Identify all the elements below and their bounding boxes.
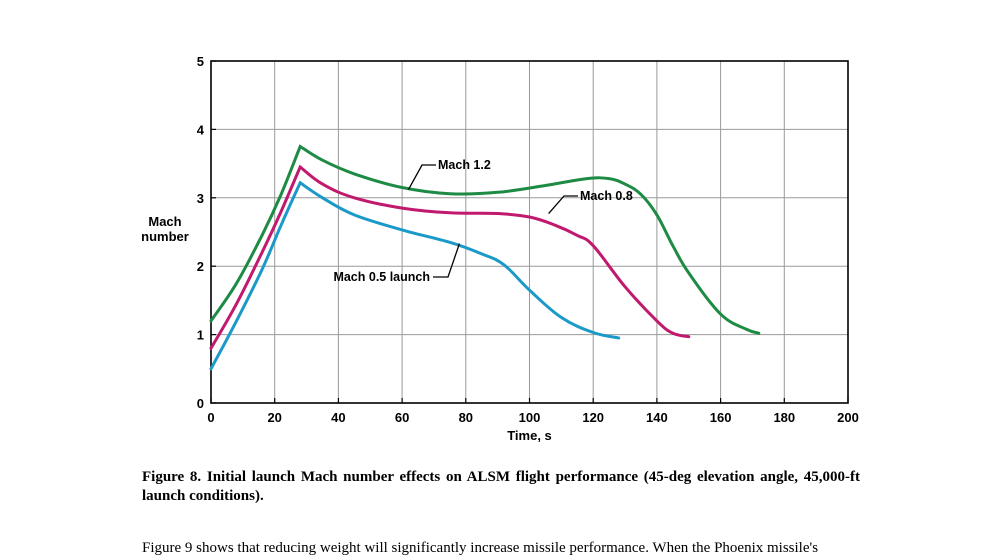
annotation-leader-line (407, 164, 436, 190)
annotation-leader-line (548, 195, 578, 214)
mach-chart: 0 20 40 60 80 100 120 140 160 180 200 0 1 2 3 4 5 Time,… (141, 54, 859, 443)
x-tick-label: 140 (646, 410, 668, 425)
annotation-leader-line (433, 243, 461, 278)
y-tick-label: 2 (197, 259, 204, 274)
y-tick-label: 0 (197, 396, 204, 411)
series-line-mach-0-5-launch (209, 180, 621, 371)
annotation-label: Mach 1.2 (438, 158, 491, 172)
series-line-mach-1-2 (209, 144, 761, 335)
x-tick-label: 100 (519, 410, 541, 425)
chart-grid (210, 60, 849, 404)
x-axis-label: Time, s (507, 428, 552, 443)
x-tick-label: 200 (837, 410, 859, 425)
x-tick-label: 60 (395, 410, 409, 425)
x-tick-label: 180 (773, 410, 795, 425)
series-line-mach-0-8 (209, 164, 691, 350)
y-tick-label: 5 (197, 54, 204, 69)
x-tick-label: 20 (267, 410, 281, 425)
x-tick-label: 160 (710, 410, 732, 425)
x-tick-label: 40 (331, 410, 345, 425)
x-tick-label: 0 (207, 410, 214, 425)
figure-caption: Figure 8. Initial launch Mach number eff… (142, 469, 860, 504)
x-axis-ticks: 0 20 40 60 80 100 120 140 160 180 200 (207, 398, 859, 425)
y-axis-label-line1: Mach (148, 214, 181, 229)
y-tick-label: 3 (197, 191, 204, 206)
x-tick-label: 80 (459, 410, 473, 425)
annotation-mach-1-2: Mach 1.2 (407, 158, 491, 190)
y-axis-ticks: 0 1 2 3 4 5 (197, 54, 216, 411)
chart-series (209, 144, 761, 371)
y-tick-label: 4 (197, 122, 205, 137)
chart-annotations: Mach 1.2 Mach 0.8 Mach 0.5 launch (333, 158, 632, 284)
annotation-label: Mach 0.8 (580, 189, 633, 203)
annotation-mach-0-5-launch: Mach 0.5 launch (333, 243, 461, 284)
y-tick-label: 1 (197, 328, 204, 343)
annotation-label: Mach 0.5 launch (333, 270, 430, 284)
y-axis-label-line2: number (141, 229, 189, 244)
x-tick-label: 120 (582, 410, 604, 425)
annotation-mach-0-8: Mach 0.8 (548, 189, 633, 214)
